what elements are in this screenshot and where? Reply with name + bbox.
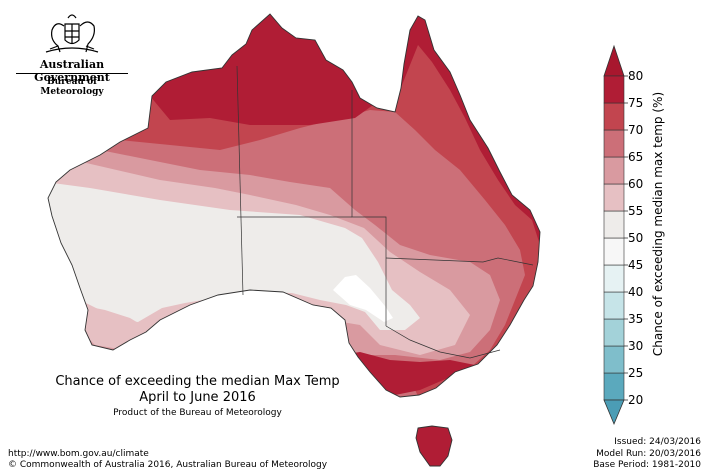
tasmania <box>415 425 453 467</box>
colorbar-cell <box>603 318 625 347</box>
colorbar: 20 25 30 35 40 45 50 55 60 65 70 75 80 <box>603 44 643 426</box>
colorbar-high-arrow <box>603 44 625 77</box>
colorbar-tick-label: 40 <box>628 285 643 299</box>
colorbar-cell <box>603 372 625 401</box>
colorbar-tick-label: 60 <box>628 177 643 191</box>
colorbar-cell <box>603 75 625 104</box>
map-period: April to June 2016 <box>139 390 256 405</box>
colorbar-cell <box>603 102 625 131</box>
colorbar-cell <box>603 183 625 212</box>
source-url: http://www.bom.gov.au/climate <box>8 449 149 459</box>
colorbar-tick-label: 25 <box>628 366 643 380</box>
colorbar-tick-label: 50 <box>628 231 643 245</box>
colorbar-tick-label: 70 <box>628 123 643 137</box>
coastline <box>47 13 541 398</box>
model-run-date: Model Run: 20/03/2016 <box>596 449 701 459</box>
colorbar-tick-label: 55 <box>628 204 643 218</box>
colorbar-cell <box>603 156 625 185</box>
band-45-50 <box>333 275 393 322</box>
colorbar-cell <box>603 345 625 374</box>
colorbar-title: Chance of exceeding median max temp (%) <box>651 91 665 357</box>
colorbar-cell <box>603 210 625 239</box>
base-period: Base Period: 1981-2010 <box>593 460 701 470</box>
colorbar-cell <box>603 264 625 293</box>
colorbar-tick-label: 75 <box>628 96 643 110</box>
colorbar-low-arrow <box>603 399 625 426</box>
coat-of-arms-icon <box>45 14 99 53</box>
issued-date: Issued: 24/03/2016 <box>614 437 701 447</box>
agency-logo-line1: Australian Government <box>34 58 110 84</box>
copyright-notice: © Commonwealth of Australia 2016, Austra… <box>8 460 328 470</box>
logo-divider <box>16 73 128 74</box>
agency-logo-line2: Bureau of Meteorology <box>40 77 104 97</box>
product-credit: Product of the Bureau of Meteorology <box>113 408 282 418</box>
colorbar-cell <box>603 129 625 158</box>
map-title: Chance of exceeding the median Max Temp <box>55 374 340 389</box>
colorbar-tick-label: 65 <box>628 150 643 164</box>
band-50-55 <box>48 180 420 330</box>
colorbar-cell <box>603 237 625 266</box>
colorbar-tick-label: 80 <box>628 69 643 83</box>
colorbar-tick-label: 30 <box>628 339 643 353</box>
colorbar-cell <box>603 291 625 320</box>
state-borders <box>236 65 534 359</box>
colorbar-tick-label: 45 <box>628 258 643 272</box>
colorbar-tick-label: 35 <box>628 312 643 326</box>
colorbar-tick-label: 20 <box>628 393 643 407</box>
